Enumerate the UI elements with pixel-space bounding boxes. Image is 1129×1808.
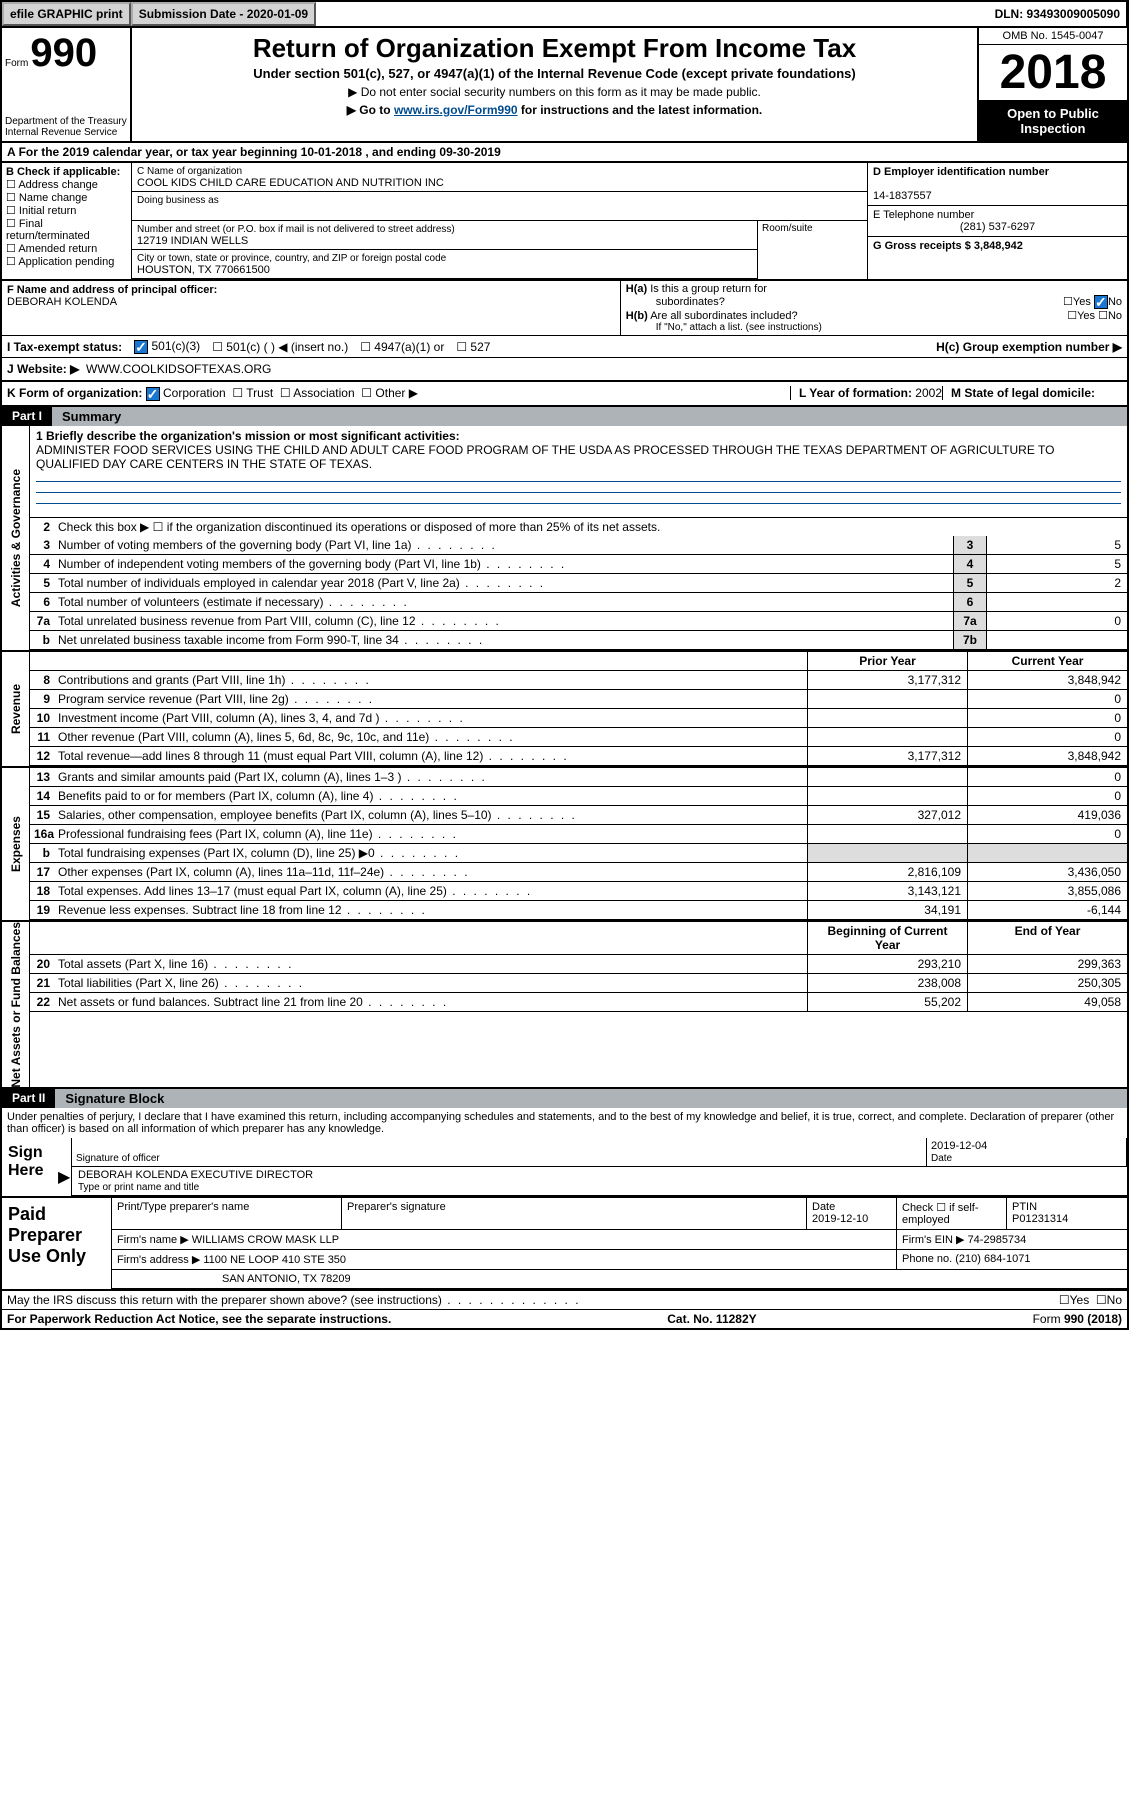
city-label: City or town, state or province, country… xyxy=(137,253,446,264)
revenue-row: 11Other revenue (Part VIII, column (A), … xyxy=(30,728,1127,747)
website-row: J Website: ▶ WWW.COOLKIDSOFTEXAS.ORG xyxy=(2,358,1127,382)
vlabel-revenue: Revenue xyxy=(9,684,23,734)
netassets-section: Net Assets or Fund Balances Beginning of… xyxy=(2,922,1127,1090)
officer-name-title: DEBORAH KOLENDA EXECUTIVE DIRECTOR xyxy=(78,1169,313,1181)
expense-row: 14Benefits paid to or for members (Part … xyxy=(30,787,1127,806)
section-c: C Name of organization COOL KIDS CHILD C… xyxy=(132,163,867,279)
officer-name: DEBORAH KOLENDA xyxy=(7,296,117,308)
ein-value: 14-1837557 xyxy=(873,190,932,202)
preparer-block: Paid Preparer Use Only Print/Type prepar… xyxy=(2,1198,1127,1291)
vlabel-expenses: Expenses xyxy=(9,816,23,872)
gov-row: 4Number of independent voting members of… xyxy=(30,555,1127,574)
gov-row: 5Total number of individuals employed in… xyxy=(30,574,1127,593)
paid-preparer-label: Paid Preparer Use Only xyxy=(2,1198,112,1289)
part2-header: Part II Signature Block xyxy=(2,1089,1127,1108)
open-to-public: Open to Public Inspection xyxy=(979,101,1127,141)
netassets-row: 20Total assets (Part X, line 16)293,2102… xyxy=(30,955,1127,974)
penalties-text: Under penalties of perjury, I declare th… xyxy=(2,1108,1127,1138)
header: Form 990 Department of the Treasury Inte… xyxy=(2,28,1127,143)
gov-row: 6Total number of volunteers (estimate if… xyxy=(30,593,1127,612)
header-left: Form 990 Department of the Treasury Inte… xyxy=(2,28,132,141)
expense-row: 15Salaries, other compensation, employee… xyxy=(30,806,1127,825)
q2-text: Check this box ▶ ☐ if the organization d… xyxy=(54,518,1127,536)
gross-receipts-label: G Gross receipts $ 3,848,942 xyxy=(873,240,1023,252)
website-value: WWW.COOLKIDSOFTEXAS.ORG xyxy=(86,362,271,376)
form-number: 990 xyxy=(30,31,97,76)
submission-date: Submission Date - 2020-01-09 xyxy=(131,2,316,26)
phone-label: E Telephone number xyxy=(873,209,974,221)
efile-print-btn[interactable]: efile GRAPHIC print xyxy=(2,2,131,26)
irs-link[interactable]: www.irs.gov/Form990 xyxy=(394,103,518,117)
name-label: C Name of organization xyxy=(137,166,242,177)
revenue-row: 9Program service revenue (Part VIII, lin… xyxy=(30,690,1127,709)
vlabel-governance: Activities & Governance xyxy=(9,469,23,607)
org-name: COOL KIDS CHILD CARE EDUCATION AND NUTRI… xyxy=(137,177,444,189)
revenue-row: 12Total revenue—add lines 8 through 11 (… xyxy=(30,747,1127,766)
addr-label: Number and street (or P.O. box if mail i… xyxy=(137,224,455,235)
expense-row: 19Revenue less expenses. Subtract line 1… xyxy=(30,901,1127,920)
officer-h-row: F Name and address of principal officer:… xyxy=(2,281,1127,336)
vlabel-netassets: Net Assets or Fund Balances xyxy=(9,922,23,1088)
gov-row: bNet unrelated business taxable income f… xyxy=(30,631,1127,650)
revenue-row: 8Contributions and grants (Part VIII, li… xyxy=(30,671,1127,690)
form-container: efile GRAPHIC print Submission Date - 20… xyxy=(0,0,1129,1330)
tax-year: 2018 xyxy=(979,45,1127,101)
discuss-row: May the IRS discuss this return with the… xyxy=(2,1291,1127,1310)
revenue-row: 10Investment income (Part VIII, column (… xyxy=(30,709,1127,728)
omb-number: OMB No. 1545-0047 xyxy=(979,28,1127,45)
section-b: B Check if applicable: ☐ Address change … xyxy=(2,163,132,279)
chk-corp[interactable] xyxy=(146,387,160,401)
expense-row: 16aProfessional fundraising fees (Part I… xyxy=(30,825,1127,844)
sign-block: Sign Here ▶ Signature of officer 2019-12… xyxy=(2,1138,1127,1198)
q1-label: 1 Briefly describe the organization's mi… xyxy=(36,429,460,443)
note-goto: ▶ Go to www.irs.gov/Form990 for instruct… xyxy=(137,103,972,117)
room-suite: Room/suite xyxy=(757,221,867,279)
dept-label: Department of the Treasury Internal Reve… xyxy=(5,116,127,138)
header-right: OMB No. 1545-0047 2018 Open to Public In… xyxy=(977,28,1127,141)
chk-501c3[interactable] xyxy=(134,340,148,354)
gov-row: 3Number of voting members of the governi… xyxy=(30,536,1127,555)
entity-info: B Check if applicable: ☐ Address change … xyxy=(2,163,1127,281)
dln-label: DLN: 93493009005090 xyxy=(989,2,1127,26)
footer: For Paperwork Reduction Act Notice, see … xyxy=(2,1310,1127,1328)
note-ssn: ▶ Do not enter social security numbers o… xyxy=(137,85,972,99)
korg-row: K Form of organization: Corporation ☐ Tr… xyxy=(2,382,1127,407)
form-title: Return of Organization Exempt From Incom… xyxy=(137,33,972,64)
expense-row: 13Grants and similar amounts paid (Part … xyxy=(30,768,1127,787)
phone-value: (281) 537-6297 xyxy=(873,221,1122,233)
expense-row: bTotal fundraising expenses (Part IX, co… xyxy=(30,844,1127,863)
dba-label: Doing business as xyxy=(137,195,219,206)
part1-header: Part I Summary xyxy=(2,407,1127,426)
form-subtitle: Under section 501(c), 527, or 4947(a)(1)… xyxy=(137,66,972,81)
org-city: HOUSTON, TX 770661500 xyxy=(137,264,270,276)
tax-exempt-row: I Tax-exempt status: 501(c)(3) ☐ 501(c) … xyxy=(2,336,1127,358)
netassets-row: 22Net assets or fund balances. Subtract … xyxy=(30,993,1127,1012)
expense-row: 17Other expenses (Part IX, column (A), l… xyxy=(30,863,1127,882)
tax-year-line: A For the 2019 calendar year, or tax yea… xyxy=(2,143,1127,163)
expenses-section: Expenses 13Grants and similar amounts pa… xyxy=(2,768,1127,922)
gov-row: 7aTotal unrelated business revenue from … xyxy=(30,612,1127,631)
header-center: Return of Organization Exempt From Incom… xyxy=(132,28,977,141)
revenue-section: Revenue Prior Year Current Year 8Contrib… xyxy=(2,652,1127,768)
right-col: D Employer identification number 14-1837… xyxy=(867,163,1127,279)
hb-note: If "No," attach a list. (see instruction… xyxy=(626,322,1122,333)
netassets-row: 21Total liabilities (Part X, line 26)238… xyxy=(30,974,1127,993)
mission-text: ADMINISTER FOOD SERVICES USING THE CHILD… xyxy=(36,443,1054,471)
officer-label: F Name and address of principal officer: xyxy=(7,284,217,296)
org-address: 12719 INDIAN WELLS xyxy=(137,235,248,247)
expense-row: 18Total expenses. Add lines 13–17 (must … xyxy=(30,882,1127,901)
form-prefix: Form xyxy=(5,58,28,69)
topbar: efile GRAPHIC print Submission Date - 20… xyxy=(2,2,1127,28)
governance-section: Activities & Governance 1 Briefly descri… xyxy=(2,426,1127,652)
ein-label: D Employer identification number xyxy=(873,166,1049,178)
